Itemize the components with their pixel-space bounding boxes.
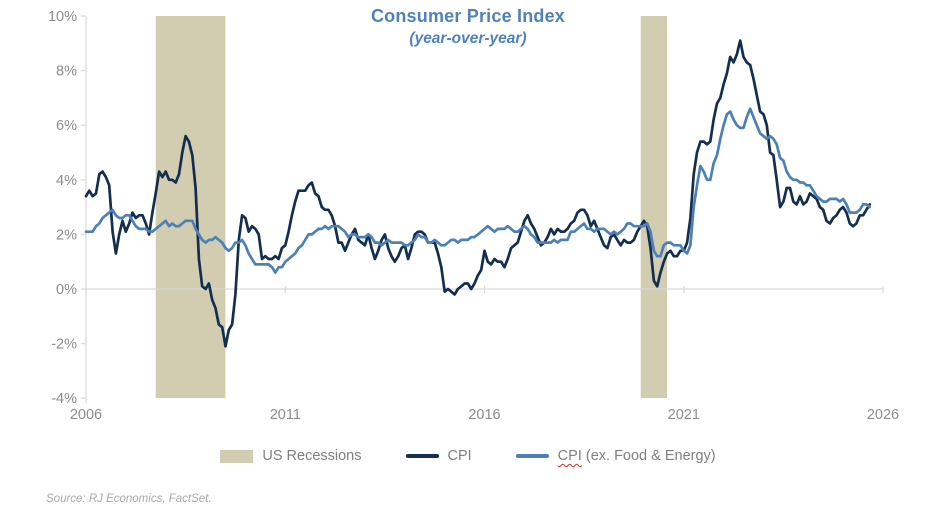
x-tick-label: 2016 bbox=[468, 407, 500, 423]
core-cpi-line bbox=[84, 107, 872, 274]
recession-band bbox=[640, 16, 667, 398]
legend-item-us-recessions: US Recessions bbox=[220, 448, 362, 464]
legend-label-us-recessions: US Recessions bbox=[262, 448, 362, 464]
y-tick-label: 2% bbox=[56, 227, 77, 243]
recession-band-swatch bbox=[220, 449, 254, 463]
cpi-line bbox=[84, 39, 872, 348]
cpi-plot-area: 10% 8% 6% 4% 2% 0% -2% -4%2006 2011 2016 2021 2026 bbox=[48, 9, 899, 423]
y-tick-label: 6% bbox=[56, 118, 77, 134]
legend-label-core-cpi-rest: (ex. Food & Energy) bbox=[581, 448, 716, 464]
y-tick-label: 0% bbox=[56, 282, 77, 298]
x-tick-label: 2011 bbox=[270, 407, 301, 423]
y-tick-label: -2% bbox=[51, 337, 77, 353]
legend-item-core-cpi: CPI (ex. Food & Energy) bbox=[515, 448, 716, 464]
x-tick-label: 2006 bbox=[70, 407, 102, 423]
recession-band bbox=[155, 16, 226, 398]
legend-label-core-cpi: CPI (ex. Food & Energy) bbox=[558, 448, 716, 464]
legend-label-core-cpi-word: CPI bbox=[557, 448, 582, 464]
x-tick-label: 2021 bbox=[668, 407, 700, 423]
chart-legend: US Recessions CPI CPI (ex. Food & Energy… bbox=[0, 448, 936, 464]
legend-item-cpi: CPI bbox=[405, 448, 472, 464]
y-tick-label: 8% bbox=[56, 64, 77, 80]
legend-label-cpi: CPI bbox=[447, 448, 472, 464]
y-tick-label: 10% bbox=[48, 9, 77, 25]
y-tick-label: -4% bbox=[51, 391, 77, 407]
cpi-line-swatch bbox=[405, 454, 439, 458]
source-note: Source: RJ Economics, FactSet. bbox=[46, 493, 212, 505]
y-tick-label: 4% bbox=[56, 173, 77, 189]
core-cpi-line-swatch bbox=[515, 454, 549, 458]
x-tick-label: 2026 bbox=[867, 407, 899, 423]
